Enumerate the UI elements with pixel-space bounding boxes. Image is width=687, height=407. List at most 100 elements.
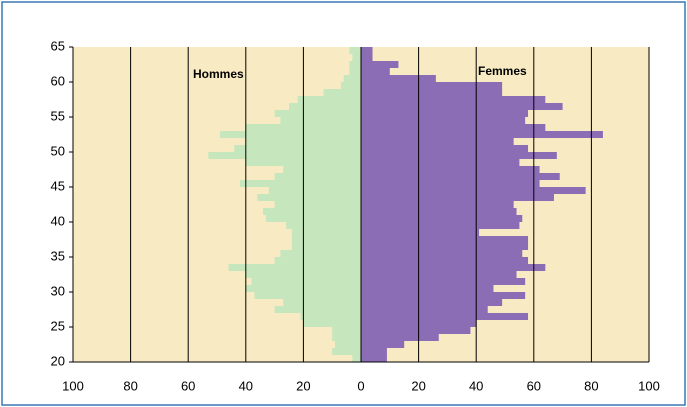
x-tick-label: 60 bbox=[181, 378, 195, 393]
bar bbox=[283, 166, 361, 173]
bar bbox=[361, 89, 503, 96]
bar bbox=[274, 173, 361, 180]
bar bbox=[283, 299, 361, 306]
bar bbox=[361, 180, 540, 187]
x-tick-label: 100 bbox=[62, 378, 84, 393]
bar bbox=[335, 341, 361, 348]
bar bbox=[219, 131, 361, 138]
bar bbox=[340, 82, 361, 89]
bar bbox=[208, 152, 361, 159]
bar bbox=[303, 320, 361, 327]
bar bbox=[349, 68, 361, 75]
x-tick-label: 20 bbox=[296, 378, 310, 393]
bar bbox=[361, 68, 390, 75]
bar bbox=[361, 257, 529, 264]
bar bbox=[361, 194, 554, 201]
bar bbox=[361, 201, 514, 208]
bar bbox=[361, 61, 399, 68]
x-tick-label: 80 bbox=[123, 378, 137, 393]
x-tick-label: 0 bbox=[357, 378, 364, 393]
bar bbox=[361, 215, 523, 222]
bar bbox=[361, 166, 540, 173]
bar bbox=[268, 187, 361, 194]
bar bbox=[361, 236, 529, 243]
x-tick-label: 80 bbox=[584, 378, 598, 393]
bar bbox=[274, 306, 361, 313]
bar bbox=[274, 201, 361, 208]
bar bbox=[361, 334, 439, 341]
bar bbox=[361, 341, 405, 348]
bar bbox=[254, 292, 361, 299]
bar bbox=[297, 96, 361, 103]
series-label: Hommes bbox=[193, 67, 244, 81]
bar bbox=[274, 110, 361, 117]
y-tick-label: 45 bbox=[51, 178, 65, 193]
y-tick-label: 50 bbox=[51, 143, 65, 158]
bar bbox=[361, 145, 529, 152]
bar bbox=[361, 110, 529, 117]
bar bbox=[361, 152, 557, 159]
y-tick-label: 30 bbox=[51, 283, 65, 298]
bar bbox=[361, 138, 514, 145]
bar bbox=[361, 313, 529, 320]
bar bbox=[361, 278, 526, 285]
bar bbox=[228, 264, 361, 271]
x-tick-label: 40 bbox=[469, 378, 483, 393]
bar bbox=[291, 243, 361, 250]
bar bbox=[332, 327, 361, 334]
bar bbox=[361, 229, 480, 236]
bar bbox=[291, 229, 361, 236]
bar bbox=[361, 131, 603, 138]
y-tick-label: 55 bbox=[51, 108, 65, 123]
bar bbox=[352, 355, 361, 362]
bar bbox=[361, 306, 488, 313]
bar bbox=[361, 75, 436, 82]
bar bbox=[234, 145, 361, 152]
bar bbox=[361, 285, 494, 292]
bar bbox=[361, 187, 586, 194]
y-tick-label: 60 bbox=[51, 73, 65, 88]
bar bbox=[361, 82, 503, 89]
bar bbox=[343, 75, 361, 82]
bar bbox=[361, 124, 546, 131]
bar bbox=[361, 243, 529, 250]
y-tick-label: 65 bbox=[51, 38, 65, 53]
bar bbox=[280, 117, 361, 124]
bar bbox=[257, 194, 361, 201]
bar bbox=[361, 264, 546, 271]
bar bbox=[349, 47, 361, 54]
bar bbox=[361, 54, 373, 61]
bar bbox=[361, 250, 523, 257]
x-tick-label: 40 bbox=[239, 378, 253, 393]
bar bbox=[361, 222, 520, 229]
bar bbox=[289, 103, 361, 110]
bar bbox=[361, 299, 503, 306]
bar bbox=[280, 250, 361, 257]
bar bbox=[263, 208, 361, 215]
bar bbox=[240, 180, 361, 187]
bar bbox=[332, 334, 361, 341]
bar bbox=[274, 257, 361, 264]
bar bbox=[361, 173, 560, 180]
bar bbox=[361, 271, 517, 278]
bar bbox=[361, 348, 387, 355]
bar bbox=[251, 278, 361, 285]
y-tick-label: 20 bbox=[51, 353, 65, 368]
bar bbox=[323, 89, 361, 96]
bar bbox=[361, 327, 471, 334]
bar bbox=[361, 47, 373, 54]
series-label: Femmes bbox=[478, 64, 527, 78]
bar bbox=[349, 61, 361, 68]
y-tick-label: 35 bbox=[51, 248, 65, 263]
bar bbox=[361, 208, 517, 215]
bar bbox=[361, 292, 526, 299]
y-tick-label: 25 bbox=[51, 318, 65, 333]
bar bbox=[361, 159, 520, 166]
bar bbox=[265, 215, 361, 222]
bar bbox=[361, 96, 546, 103]
bar bbox=[361, 117, 526, 124]
y-tick-label: 40 bbox=[51, 213, 65, 228]
x-tick-label: 100 bbox=[638, 378, 660, 393]
